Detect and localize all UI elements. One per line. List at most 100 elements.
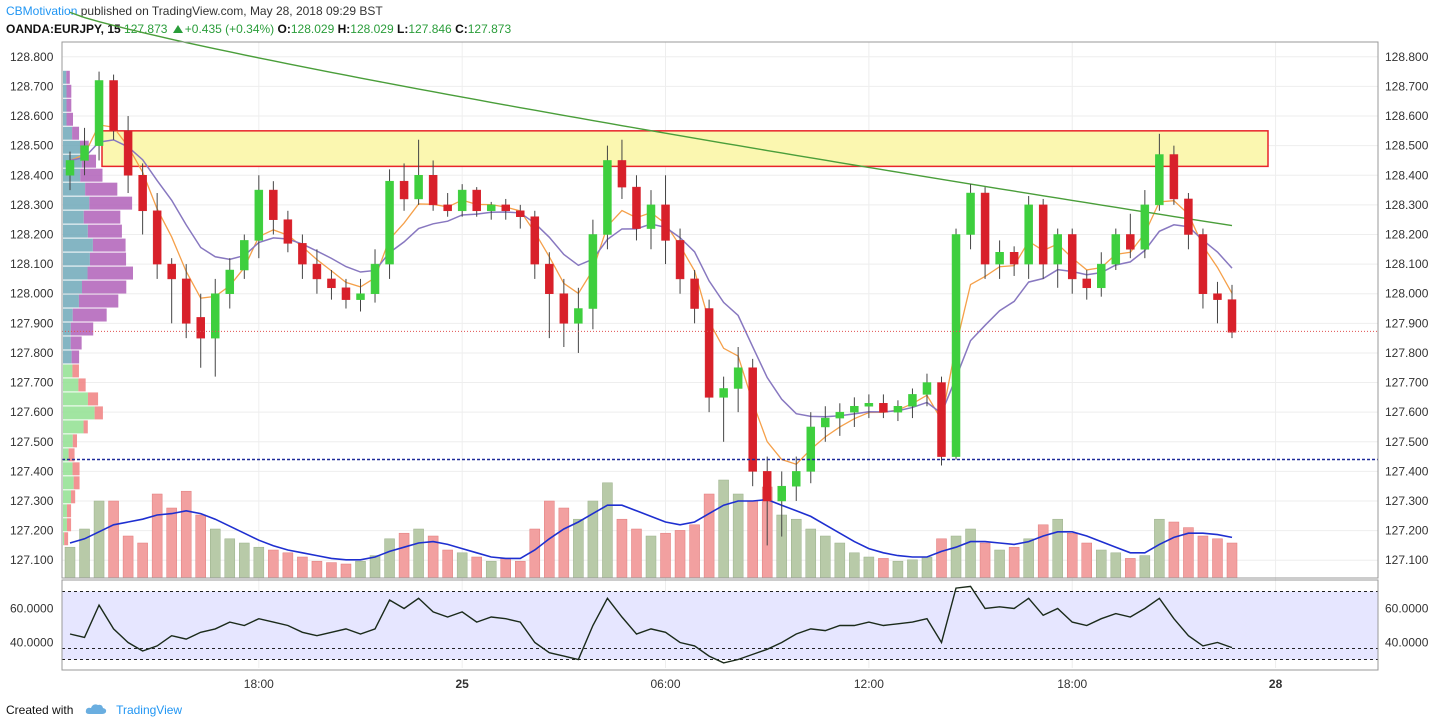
- volume-profile-down-bar: [72, 308, 107, 322]
- volume-bar: [93, 500, 105, 579]
- price-change: +0.435 (+0.34%): [184, 22, 275, 36]
- volume-bar: [442, 549, 453, 579]
- candle-body: [762, 471, 772, 502]
- volume-bar: [1226, 542, 1238, 579]
- price-tick-left: 128.100: [10, 257, 54, 271]
- candle-body: [109, 80, 118, 132]
- volume-profile-down-bar: [81, 280, 127, 294]
- price-tick-left: 128.200: [10, 227, 54, 241]
- price-tick-right: 127.700: [1385, 376, 1429, 390]
- volume-bar: [718, 479, 729, 579]
- volume-bar: [239, 542, 250, 579]
- volume-profile-up-bar: [63, 490, 72, 504]
- high-value: 128.029: [350, 22, 394, 36]
- volume-profile-up-bar: [63, 84, 67, 98]
- time-tick: 06:00: [651, 677, 681, 691]
- volume-profile-up-bar: [63, 364, 73, 378]
- volume-profile-down-bar: [83, 420, 88, 434]
- volume-bar: [979, 542, 991, 579]
- candle-body: [356, 293, 365, 300]
- candle-body: [94, 80, 104, 146]
- rsi-series: [69, 585, 1233, 664]
- price-tick-right: 127.100: [1385, 553, 1429, 567]
- time-tick: 18:00: [1057, 677, 1087, 691]
- price-tick-right: 128.000: [1385, 287, 1429, 301]
- volume-bar: [921, 556, 933, 579]
- volume-bar: [1183, 527, 1194, 579]
- volume-bar: [195, 514, 206, 579]
- volume-bar: [1125, 558, 1136, 579]
- volume-bar: [1168, 521, 1180, 579]
- tradingview-link[interactable]: TradingView: [116, 703, 183, 717]
- low-value: 127.846: [408, 22, 452, 36]
- volume-profile-down-bar: [64, 532, 69, 546]
- time-tick: 18:00: [244, 677, 274, 691]
- volume-profile-down-bar: [92, 238, 126, 252]
- price-tick-left: 127.300: [10, 494, 54, 508]
- volume-profile-up-bar: [63, 252, 90, 266]
- time-tick: 25: [455, 677, 469, 691]
- volume-profile-up-bar: [63, 504, 67, 518]
- volume-profile-down-bar: [70, 336, 82, 350]
- open-value: 128.029: [290, 22, 335, 36]
- symbol-line: OANDA:EURJPY, 15 127.873 +0.435 (+0.34%)…: [6, 20, 1206, 38]
- volume-profile-up-bar: [63, 224, 88, 238]
- volume-bar: [166, 507, 177, 579]
- candle-body: [545, 263, 554, 294]
- up-arrow-icon: [172, 25, 183, 33]
- price-tick-right: 128.800: [1385, 50, 1429, 64]
- volume-profile-up-bar: [63, 420, 84, 434]
- candle-body: [1198, 234, 1208, 294]
- symbol-label[interactable]: OANDA:EURJPY, 15: [6, 22, 121, 36]
- candle-body: [269, 189, 278, 220]
- volume-profile-down-bar: [89, 196, 133, 210]
- volume-bar: [398, 532, 410, 579]
- candle-body: [80, 145, 89, 161]
- publish-info: published on TradingView.com, May 28, 20…: [80, 4, 383, 18]
- volume-profile: [63, 70, 133, 546]
- candle-body: [1111, 234, 1121, 265]
- price-tick-left: 128.500: [10, 139, 54, 153]
- candle-body: [646, 204, 656, 229]
- time-tick: 12:00: [854, 677, 884, 691]
- volume-profile-up-bar: [63, 70, 67, 84]
- volume-bar: [384, 538, 395, 579]
- volume-bar: [849, 552, 860, 579]
- candle-body: [298, 243, 307, 265]
- candle-body: [835, 411, 845, 419]
- volume-bar: [631, 528, 642, 579]
- candle-body: [1082, 278, 1091, 289]
- volume-profile-down-bar: [87, 266, 133, 280]
- volume-bar: [1154, 518, 1165, 579]
- volume-profile-down-bar: [70, 322, 94, 336]
- candle-body: [922, 382, 932, 395]
- candle-body: [704, 308, 714, 398]
- ema-fast-series: [69, 124, 1233, 466]
- candle-body: [792, 471, 801, 487]
- volume-profile-up-bar: [63, 476, 74, 490]
- candle-body: [1155, 154, 1164, 206]
- volume-profile-down-bar: [83, 210, 121, 224]
- volume-profile-down-bar: [80, 168, 103, 182]
- volume-profile-down-bar: [94, 406, 103, 420]
- candlesticks: [65, 71, 1237, 546]
- price-tick-right: 128.600: [1385, 109, 1429, 123]
- price-chart[interactable]: 128.800 128.800 128.700 128.700 128.600 128.6…: [0, 0, 1440, 700]
- volume-bar: [1023, 538, 1034, 579]
- candle-body: [719, 388, 728, 398]
- candle-body: [501, 204, 510, 212]
- volume-bar: [369, 555, 381, 579]
- candle-body: [995, 252, 1004, 265]
- volume-bar: [805, 528, 817, 579]
- volume-profile-down-bar: [72, 434, 78, 448]
- volume-bar: [1037, 524, 1049, 579]
- author-link[interactable]: CBMotivation: [6, 4, 78, 18]
- candle-body: [312, 263, 322, 280]
- volume-bar: [529, 528, 541, 579]
- volume-bar: [355, 560, 366, 579]
- candle-body: [777, 485, 786, 502]
- volume-profile-up-bar: [63, 294, 79, 308]
- candle-body: [1009, 252, 1019, 265]
- candle-body: [1184, 198, 1193, 235]
- volume-profile-up-bar: [63, 126, 73, 140]
